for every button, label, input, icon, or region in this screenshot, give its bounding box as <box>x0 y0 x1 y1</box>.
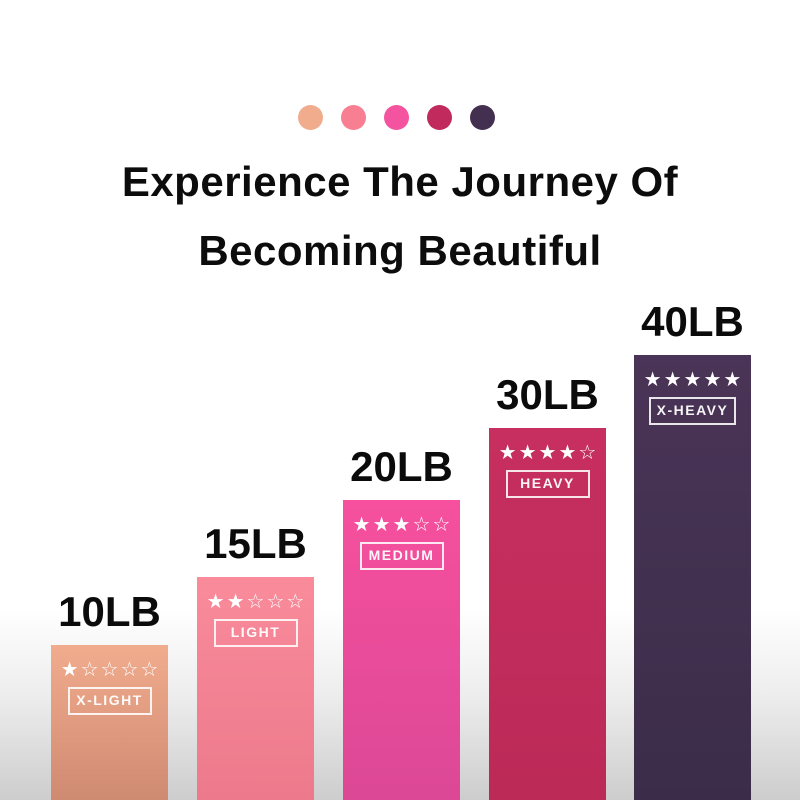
page-title: Experience The Journey Of Becoming Beaut… <box>0 147 800 285</box>
level-label: HEAVY <box>520 475 575 491</box>
bar-weight-label: 40LB <box>641 298 744 345</box>
level-badge: MEDIUM <box>359 542 444 570</box>
palette-dot-medium <box>383 105 409 130</box>
bar-column-40lb: 40LB ★★★★★ X-HEAVY <box>634 298 751 800</box>
level-label: MEDIUM <box>368 547 435 563</box>
level-badge: LIGHT <box>213 619 298 647</box>
star-rating: ★★★★★ <box>643 367 744 391</box>
bar-30lb: ★★★★☆ HEAVY <box>489 428 606 800</box>
star-rating: ★★★☆☆ <box>352 512 453 536</box>
star-rating: ★★☆☆☆ <box>206 589 307 613</box>
bar-10lb: ★☆☆☆☆ X-LIGHT <box>51 645 168 800</box>
page-title-line1: Experience The Journey Of <box>121 158 679 205</box>
bar-column-15lb: 15LB ★★☆☆☆ LIGHT <box>197 520 314 800</box>
level-label: X-HEAVY <box>656 402 729 418</box>
bar-weight-label: 20LB <box>350 443 453 490</box>
bar-weight-label: 30LB <box>496 371 599 418</box>
palette-dots <box>0 105 800 130</box>
bar-column-20lb: 20LB ★★★☆☆ MEDIUM <box>343 443 460 800</box>
bar-40lb: ★★★★★ X-HEAVY <box>634 355 751 800</box>
star-rating: ★☆☆☆☆ <box>60 657 161 681</box>
palette-dot-xlight <box>297 105 323 130</box>
palette-dot-light <box>340 105 366 130</box>
palette-dot-xheavy <box>469 105 495 130</box>
palette-dot-heavy <box>426 105 452 130</box>
bar-column-30lb: 30LB ★★★★☆ HEAVY <box>489 371 606 800</box>
bar-weight-label: 15LB <box>204 520 307 567</box>
bar-weight-label: 10LB <box>58 588 161 635</box>
bar-20lb: ★★★☆☆ MEDIUM <box>343 500 460 800</box>
level-badge: X-LIGHT <box>67 687 152 715</box>
level-label: LIGHT <box>230 624 281 640</box>
bar-column-10lb: 10LB ★☆☆☆☆ X-LIGHT <box>51 588 168 800</box>
bar-15lb: ★★☆☆☆ LIGHT <box>197 577 314 800</box>
page-title-line2: Becoming Beautiful <box>198 227 602 274</box>
level-badge: X-HEAVY <box>648 397 737 425</box>
star-rating: ★★★★☆ <box>498 440 599 464</box>
level-badge: HEAVY <box>505 470 590 498</box>
level-label: X-LIGHT <box>76 692 143 708</box>
